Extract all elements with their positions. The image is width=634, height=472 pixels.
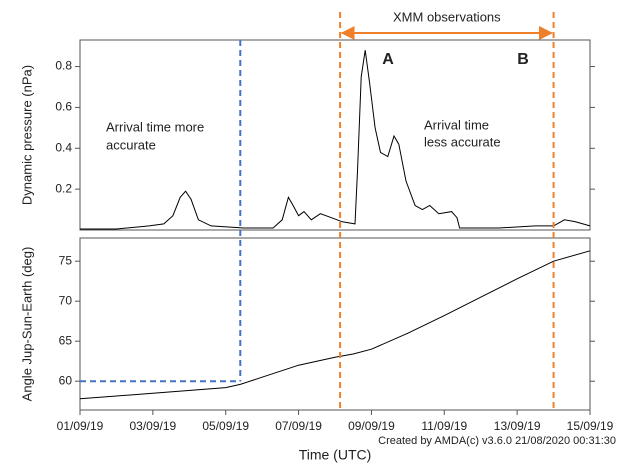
annotation: A xyxy=(382,51,394,68)
y-tick-label: 65 xyxy=(59,333,73,347)
x-tick-label: 09/09/19 xyxy=(348,419,395,433)
y-tick-label: 75 xyxy=(59,253,73,267)
x-axis-label: Time (UTC) xyxy=(299,447,372,463)
x-tick-label: 13/09/19 xyxy=(494,419,541,433)
annotation: Arrival time more xyxy=(106,119,204,134)
x-tick-label: 15/09/19 xyxy=(567,419,614,433)
annotation: Arrival time xyxy=(424,117,489,132)
x-tick-label: 07/09/19 xyxy=(275,419,322,433)
footer: Created by AMDA(c) v3.6.0 21/08/2020 00:… xyxy=(378,435,616,447)
plot-frame xyxy=(79,237,591,411)
data-line xyxy=(80,50,591,230)
annotation: accurate xyxy=(106,137,156,152)
y-axis-label: Angle Jup-Sun-Earth (deg) xyxy=(19,247,34,402)
y-axis-label: Dynamic pressure (nPa) xyxy=(19,65,34,205)
y-tick-label: 0.6 xyxy=(55,100,72,114)
annotation: B xyxy=(517,51,529,68)
data-line xyxy=(79,250,591,400)
annotation: less accurate xyxy=(424,134,501,149)
y-tick-label: 0.8 xyxy=(55,59,72,73)
plot-frame xyxy=(79,39,591,231)
y-tick-label: 0.2 xyxy=(55,181,72,195)
x-tick-label: 11/09/19 xyxy=(421,419,467,433)
y-tick-label: 0.4 xyxy=(55,140,72,154)
x-tick-label: 05/09/19 xyxy=(202,419,249,433)
y-tick-label: 60 xyxy=(59,373,73,387)
span-label: XMM observations xyxy=(393,9,501,24)
x-tick-label: 01/09/19 xyxy=(57,419,104,433)
y-tick-label: 70 xyxy=(59,293,73,307)
x-tick-label: 03/09/19 xyxy=(129,419,176,433)
